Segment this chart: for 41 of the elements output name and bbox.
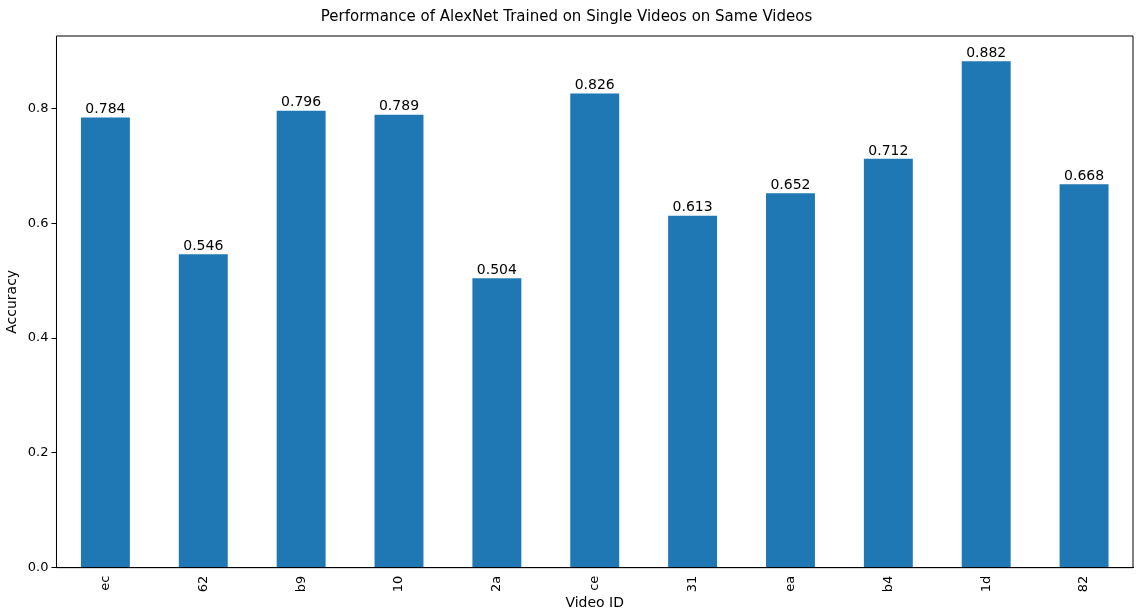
bar — [961, 61, 1011, 568]
y-tick-label: 0.6 — [27, 214, 49, 230]
y-tick-label: 0.4 — [27, 329, 49, 345]
data-label: 0.882 — [966, 43, 1007, 60]
y-tick-label: 0.0 — [27, 559, 49, 575]
bar — [863, 158, 913, 568]
data-label: 0.789 — [378, 97, 420, 114]
data-label: 0.712 — [868, 141, 909, 158]
x-tick-label: ea — [781, 575, 797, 592]
y-axis-title: Accuracy — [3, 269, 20, 334]
y-tick-label: 0.8 — [27, 99, 49, 115]
chart-title: Performance of AlexNet Trained on Single Videos on Same Videos — [320, 6, 813, 25]
data-label: 0.784 — [85, 100, 126, 117]
x-tick-label: 62 — [194, 575, 210, 593]
data-label: 0.652 — [770, 175, 811, 192]
x-tick-label: b4 — [879, 575, 895, 593]
data-label: 0.504 — [476, 260, 517, 277]
x-tick-label: 2a — [488, 575, 504, 592]
data-label: 0.826 — [574, 76, 615, 93]
y-tick-label: 0.2 — [27, 444, 49, 460]
data-label: 0.796 — [281, 93, 322, 110]
bar — [374, 114, 424, 568]
bar — [1059, 184, 1109, 568]
x-tick-label: 82 — [1075, 575, 1091, 593]
bar — [80, 117, 130, 568]
x-tick-label: 1d — [977, 575, 993, 593]
bar — [766, 193, 815, 568]
x-tick-label: ec — [96, 575, 112, 591]
bar — [276, 110, 326, 568]
bar — [570, 93, 620, 568]
bar — [178, 254, 228, 568]
x-axis-title: Video ID — [565, 594, 625, 611]
bar — [668, 215, 718, 568]
data-label: 0.668 — [1064, 166, 1105, 183]
x-tick-label: ce — [586, 575, 602, 591]
data-label: 0.613 — [672, 198, 713, 215]
x-tick-label: 31 — [683, 575, 699, 593]
data-label: 0.546 — [183, 236, 224, 253]
bar — [472, 278, 522, 568]
x-tick-label: b9 — [292, 575, 308, 593]
x-tick-label: 10 — [390, 575, 406, 593]
